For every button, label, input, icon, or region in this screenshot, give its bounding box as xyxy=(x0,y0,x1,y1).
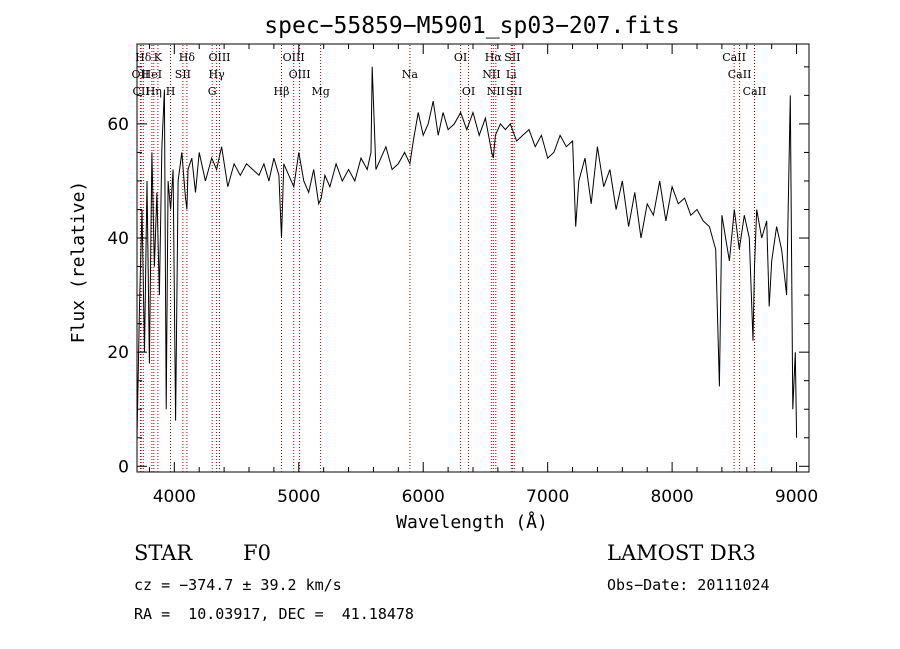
x-tick-label: 6000 xyxy=(402,487,445,507)
line-label: H xyxy=(166,85,176,98)
obs-date: Obs−Date: 20111024 xyxy=(607,576,770,594)
object-class: STAR xyxy=(134,541,193,565)
line-label: Na xyxy=(402,68,419,81)
line-label: SII xyxy=(506,85,522,98)
axis-ticks: 4000 5000 6000 7000 8000 9000 0 20 40 60 xyxy=(107,44,818,507)
line-label: Hδ xyxy=(179,51,196,64)
line-label: CaII xyxy=(722,51,746,64)
spectrum-line xyxy=(136,66,798,438)
line-label: CaII xyxy=(728,68,752,81)
line-label: K xyxy=(154,51,163,64)
x-tick-label: 4000 xyxy=(153,487,196,507)
line-label: Mg xyxy=(311,85,329,98)
line-label: Li xyxy=(506,68,517,81)
survey-name: LAMOST DR3 xyxy=(607,541,756,565)
line-label: OI xyxy=(462,85,475,98)
x-axis-label: Wavelength (Å) xyxy=(396,511,548,533)
line-label: NII xyxy=(487,85,505,98)
line-label: Hβ xyxy=(274,85,290,98)
line-label: Hγ xyxy=(209,68,226,81)
x-tick-label: 8000 xyxy=(650,487,693,507)
line-label: CII xyxy=(133,85,150,98)
y-tick-label: 40 xyxy=(107,229,129,249)
plot-frame xyxy=(136,43,810,473)
line-label: SII xyxy=(175,68,191,81)
redshift-cz: cz = −374.7 ± 39.2 km/s xyxy=(134,576,342,594)
line-label: OIII xyxy=(283,51,305,64)
chart-title: spec−55859−M5901_sp03−207.fits xyxy=(264,13,679,39)
line-label: CaII xyxy=(743,85,767,98)
ra-dec: RA = 10.03917, DEC = 41.18478 xyxy=(134,605,414,623)
y-tick-label: 60 xyxy=(107,115,129,135)
line-label: OIII xyxy=(289,68,311,81)
y-tick-label: 20 xyxy=(107,343,129,363)
line-label: OIII xyxy=(208,51,230,64)
object-subclass: F0 xyxy=(243,541,271,565)
line-label: Hη xyxy=(146,85,162,98)
line-label: Hδ xyxy=(135,51,152,64)
x-tick-label: 5000 xyxy=(277,487,320,507)
y-tick-label: 0 xyxy=(118,457,129,477)
y-axis-label: Flux (relative) xyxy=(68,181,89,344)
line-label: OI xyxy=(454,51,467,64)
line-label: G xyxy=(208,85,217,98)
x-tick-label: 9000 xyxy=(775,487,818,507)
line-label: Hα xyxy=(485,51,503,64)
line-label: NII xyxy=(482,68,500,81)
line-label: SII xyxy=(504,51,520,64)
line-label: OII xyxy=(132,68,150,81)
line-label: HeI xyxy=(142,68,162,81)
x-tick-label: 7000 xyxy=(526,487,569,507)
